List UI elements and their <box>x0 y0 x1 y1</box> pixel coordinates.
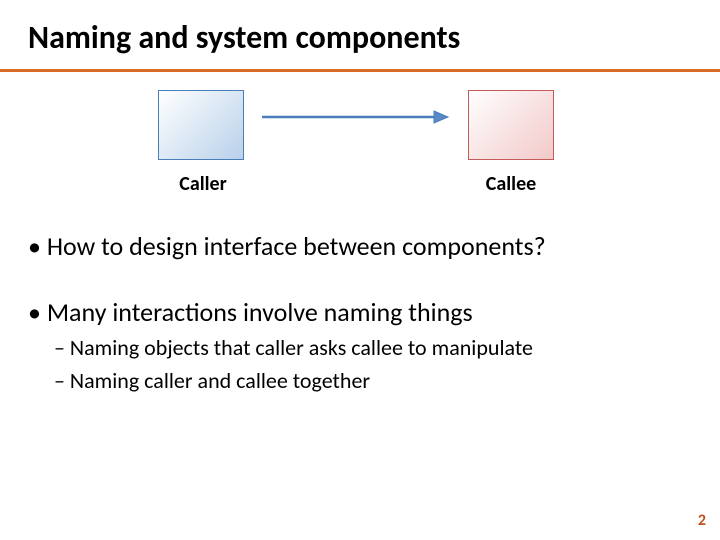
page-number: 2 <box>698 511 706 530</box>
caller-box <box>158 90 244 160</box>
bullet-level1: • Many interactions involve naming thing… <box>28 296 700 328</box>
bullet-list: • How to design interface between compon… <box>0 230 720 394</box>
slide-title: Naming and system components <box>0 0 720 57</box>
callee-label: Callee <box>456 172 566 196</box>
diagram-area: Caller Callee <box>0 72 720 212</box>
arrow-icon <box>262 105 460 129</box>
callee-box <box>468 90 554 160</box>
bullet-level1: • How to design interface between compon… <box>28 230 700 262</box>
bullet-level2: – Naming objects that caller asks callee… <box>28 334 700 361</box>
bullet-level2: – Naming caller and callee together <box>28 367 700 394</box>
caller-label: Caller <box>148 172 258 196</box>
